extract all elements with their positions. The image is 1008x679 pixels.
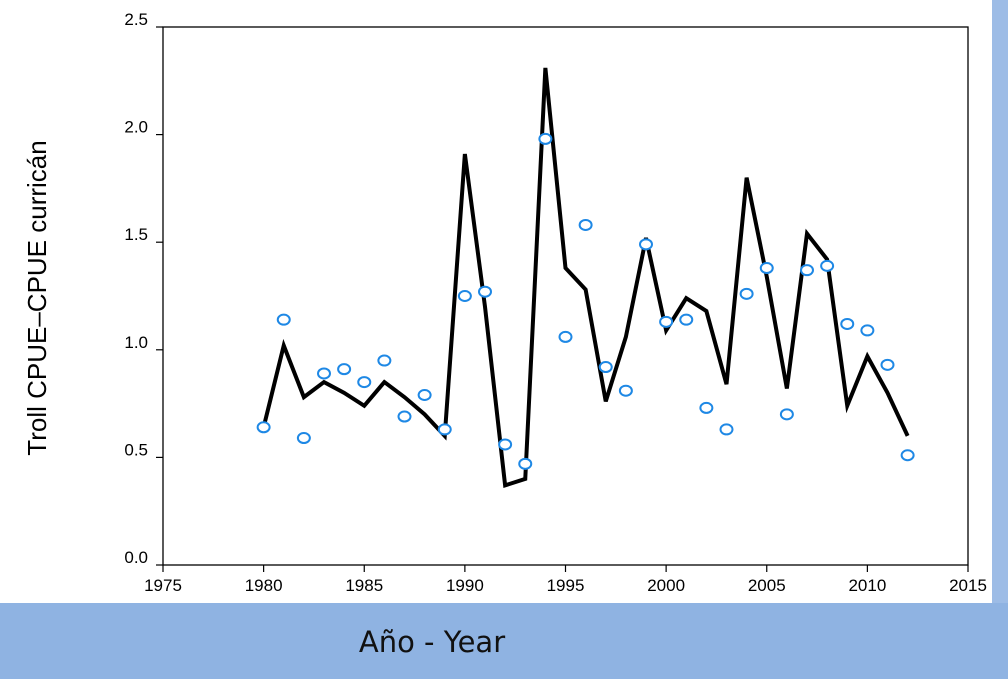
scatter-point	[759, 262, 774, 275]
scatter-point	[618, 384, 633, 397]
y-tick-label: 0.0	[124, 548, 148, 567]
scatter-point	[256, 421, 271, 434]
scatter-point	[840, 317, 855, 330]
scatter-point	[357, 376, 372, 389]
scatter-point	[719, 423, 734, 436]
y-tick-label: 0.5	[124, 440, 148, 459]
scatter-point	[880, 358, 895, 371]
x-tick-label: 1975	[144, 576, 182, 595]
scatter-point	[337, 363, 352, 376]
scatter-point	[779, 408, 794, 421]
y-ticks: 0.0 0.5 1.0 1.5 2.0 2.5	[124, 10, 163, 567]
y-tick-label: 2.5	[124, 10, 148, 29]
scatter-point	[739, 287, 754, 300]
x-tick-label: 1985	[345, 576, 383, 595]
x-tick-label: 2005	[748, 576, 786, 595]
x-ticks: 1975 1980 1985 1990 1995 2000 2005 2010 2015	[144, 565, 987, 595]
cpue-line	[261, 67, 910, 489]
scatter-point	[276, 313, 291, 326]
x-axis-label-band	[0, 603, 1008, 679]
plot-frame	[162, 26, 969, 566]
x-tick-label: 2000	[647, 576, 685, 595]
x-tick-label: 2015	[949, 576, 987, 595]
x-axis-label: Año - Year	[358, 625, 506, 659]
y-tick-label: 2.0	[124, 118, 148, 137]
scatter-point	[639, 238, 653, 251]
y-axis-label: Troll CPUE–CPUE curricán	[22, 140, 52, 455]
scatter-point	[558, 330, 573, 343]
scatter-point	[498, 438, 513, 451]
scatter-point	[860, 324, 875, 337]
scatter-point	[679, 313, 694, 326]
scatter-point	[699, 401, 714, 414]
x-tick-label: 1990	[446, 576, 484, 595]
x-tick-label: 1995	[547, 576, 585, 595]
scatter-point	[437, 423, 452, 436]
scatter-point	[377, 354, 392, 367]
scatter-point	[478, 285, 492, 298]
y-tick-label: 1.5	[124, 225, 148, 244]
scatter-point	[578, 218, 593, 231]
scatter-point	[518, 457, 533, 470]
scatter-point	[900, 449, 915, 462]
x-tick-label: 2010	[848, 576, 886, 595]
series-layer	[256, 67, 915, 489]
scatter-point	[457, 290, 472, 302]
scatter-point	[820, 259, 835, 272]
right-border-strip	[992, 0, 1008, 603]
scatter-point	[659, 315, 674, 328]
scatter-point	[598, 361, 613, 374]
scatter-point	[397, 410, 412, 423]
x-tick-label: 1980	[245, 576, 283, 595]
scatter-point	[296, 432, 311, 445]
scatter-point	[317, 367, 331, 380]
scatter-point	[538, 132, 553, 145]
y-tick-label: 1.0	[124, 333, 148, 352]
scatter-point	[800, 264, 814, 277]
chart-area: Troll CPUE–CPUE curricán 1975 1980 1985 199…	[22, 10, 987, 595]
scatter-point	[417, 388, 432, 401]
